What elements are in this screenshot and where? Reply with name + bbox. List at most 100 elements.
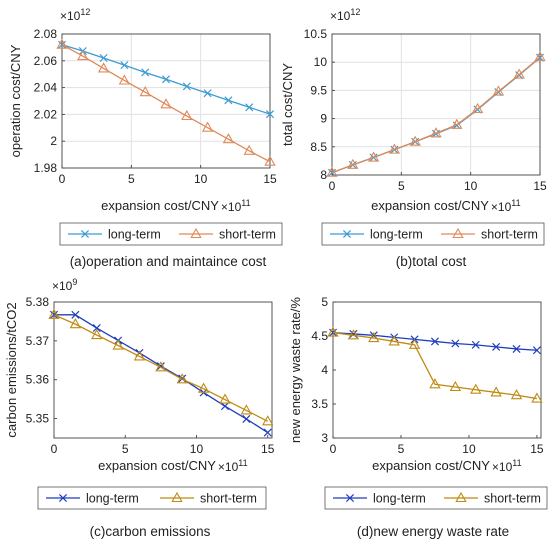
data-point-short-term <box>534 50 546 62</box>
data-point-short-term <box>264 155 276 166</box>
x-axis-label: expansion cost/CNY <box>101 198 219 213</box>
series-line-short-term <box>332 331 538 400</box>
data-point-short-term <box>118 74 131 85</box>
series-long-term <box>328 328 541 355</box>
x-tick-label: 10 <box>464 179 478 193</box>
x-tick-label: 15 <box>261 442 275 456</box>
legend-marker-short-term <box>190 227 202 239</box>
data-point-long-term <box>430 337 439 346</box>
series-short-term <box>327 326 543 403</box>
series-long-term <box>57 40 275 119</box>
data-point-short-term <box>262 415 274 426</box>
legend-label-long-term: long-term <box>86 492 139 506</box>
x-axis-label: expansion cost/CNY <box>372 458 490 473</box>
data-point-short-term <box>388 335 400 346</box>
legend-box <box>321 222 545 246</box>
y-tick-label: 4.5 <box>311 329 328 343</box>
legend-label-short-term: short-term <box>200 492 257 506</box>
x-tick-label: 10 <box>462 442 476 456</box>
data-point-short-term <box>449 380 462 392</box>
data-point-long-term <box>265 110 275 119</box>
series-long-term <box>327 53 545 177</box>
data-point-short-term <box>48 308 60 319</box>
data-point-short-term <box>531 392 543 403</box>
data-point-short-term <box>176 373 188 384</box>
series-line-long-term <box>54 314 269 434</box>
data-point-long-term <box>99 53 108 63</box>
data-point-short-term <box>240 404 253 415</box>
x-axis-label: expansion cost/CNY <box>98 458 216 473</box>
legend-box <box>59 222 283 246</box>
data-point-short-term <box>326 166 338 177</box>
legend-marker-long-term <box>342 229 352 239</box>
x-exponent-label: ×1011 <box>492 458 522 474</box>
data-point-short-term <box>409 135 421 146</box>
chart-caption: (c)carbon emissions <box>90 524 211 539</box>
legend: long-term short-term <box>37 486 267 510</box>
series-short-term <box>48 308 274 426</box>
x-tick-label: 0 <box>329 179 336 193</box>
chart-panel-3: 0 5 10 15 5.35 5.36 5.37 5.38 expansion cost/CNY… <box>4 277 275 539</box>
series-line-short-term <box>53 314 269 422</box>
x-tick-label: 5 <box>398 179 405 193</box>
series-line-long-term <box>331 57 541 174</box>
chart-caption: (a)operation and maintaince cost <box>70 254 267 269</box>
legend-marker-short-term <box>171 491 183 503</box>
data-point-long-term <box>512 344 521 353</box>
series-long-term <box>49 310 272 437</box>
legend: long-term short-term <box>321 222 545 246</box>
data-point-short-term <box>160 98 172 109</box>
chart-caption: (d)new energy waste rate <box>357 524 509 539</box>
y-tick-label: 2.06 <box>34 54 58 68</box>
x-tick-label: 0 <box>51 442 58 456</box>
y-exponent-label: ×109 <box>52 277 77 293</box>
legend-label-long-term: long-term <box>373 492 426 506</box>
y-exponent-label: ×1012 <box>60 7 90 23</box>
legend-marker-short-term <box>452 227 464 239</box>
x-tick-label: 5 <box>398 442 405 456</box>
x-tick-label: 5 <box>128 172 135 186</box>
legend: long-term short-term <box>324 486 548 510</box>
y-tick-label: 2 <box>50 134 57 148</box>
x-exponent-label: ×1011 <box>491 198 521 214</box>
series-line-short-term <box>331 56 541 174</box>
legend: long-term short-term <box>59 222 283 246</box>
data-point-short-term <box>490 386 502 397</box>
y-axis-label: operation cost/CNY <box>8 44 23 157</box>
chart-panel-4: 0 5 10 15 3 3.5 4 4.5 5 expansion cost/CNY ×1011 ne… <box>288 295 548 539</box>
y-axis-label: new energy waste rate/% <box>288 297 303 443</box>
data-point-short-term <box>513 68 525 79</box>
chart-caption: (b)total cost <box>396 254 467 269</box>
data-point-short-term <box>139 86 151 97</box>
data-point-short-term <box>429 378 441 389</box>
data-point-short-term <box>77 49 89 61</box>
data-point-short-term <box>347 158 359 169</box>
y-tick-label: 5.37 <box>26 334 50 348</box>
data-point-short-term <box>470 383 482 394</box>
data-point-short-term <box>451 118 463 129</box>
y-tick-label: 3 <box>321 431 328 445</box>
legend-marker-long-term <box>80 229 90 239</box>
y-exponent-label: ×1012 <box>330 7 360 23</box>
series-line-short-term <box>61 44 271 163</box>
data-point-short-term <box>181 109 193 121</box>
x-tick-label: 5 <box>122 442 129 456</box>
data-point-short-term <box>492 85 505 96</box>
y-tick-label: 1.98 <box>34 161 58 175</box>
data-point-long-term <box>532 346 541 355</box>
legend-label-long-term: long-term <box>370 228 423 242</box>
x-tick-label: 15 <box>530 442 544 456</box>
data-point-long-term <box>182 82 191 91</box>
data-point-short-term <box>388 143 401 154</box>
legend-label-short-term: short-term <box>484 492 541 506</box>
data-point-short-term <box>201 121 214 132</box>
y-tick-label: 2.04 <box>34 81 58 95</box>
legend-marker-short-term <box>455 491 467 503</box>
data-point-short-term <box>56 38 68 49</box>
y-tick-label: 5 <box>321 295 328 309</box>
data-point-long-term <box>71 310 80 319</box>
data-point-short-term <box>197 382 210 393</box>
y-tick-label: 3.5 <box>311 397 328 411</box>
data-point-short-term <box>408 338 421 349</box>
